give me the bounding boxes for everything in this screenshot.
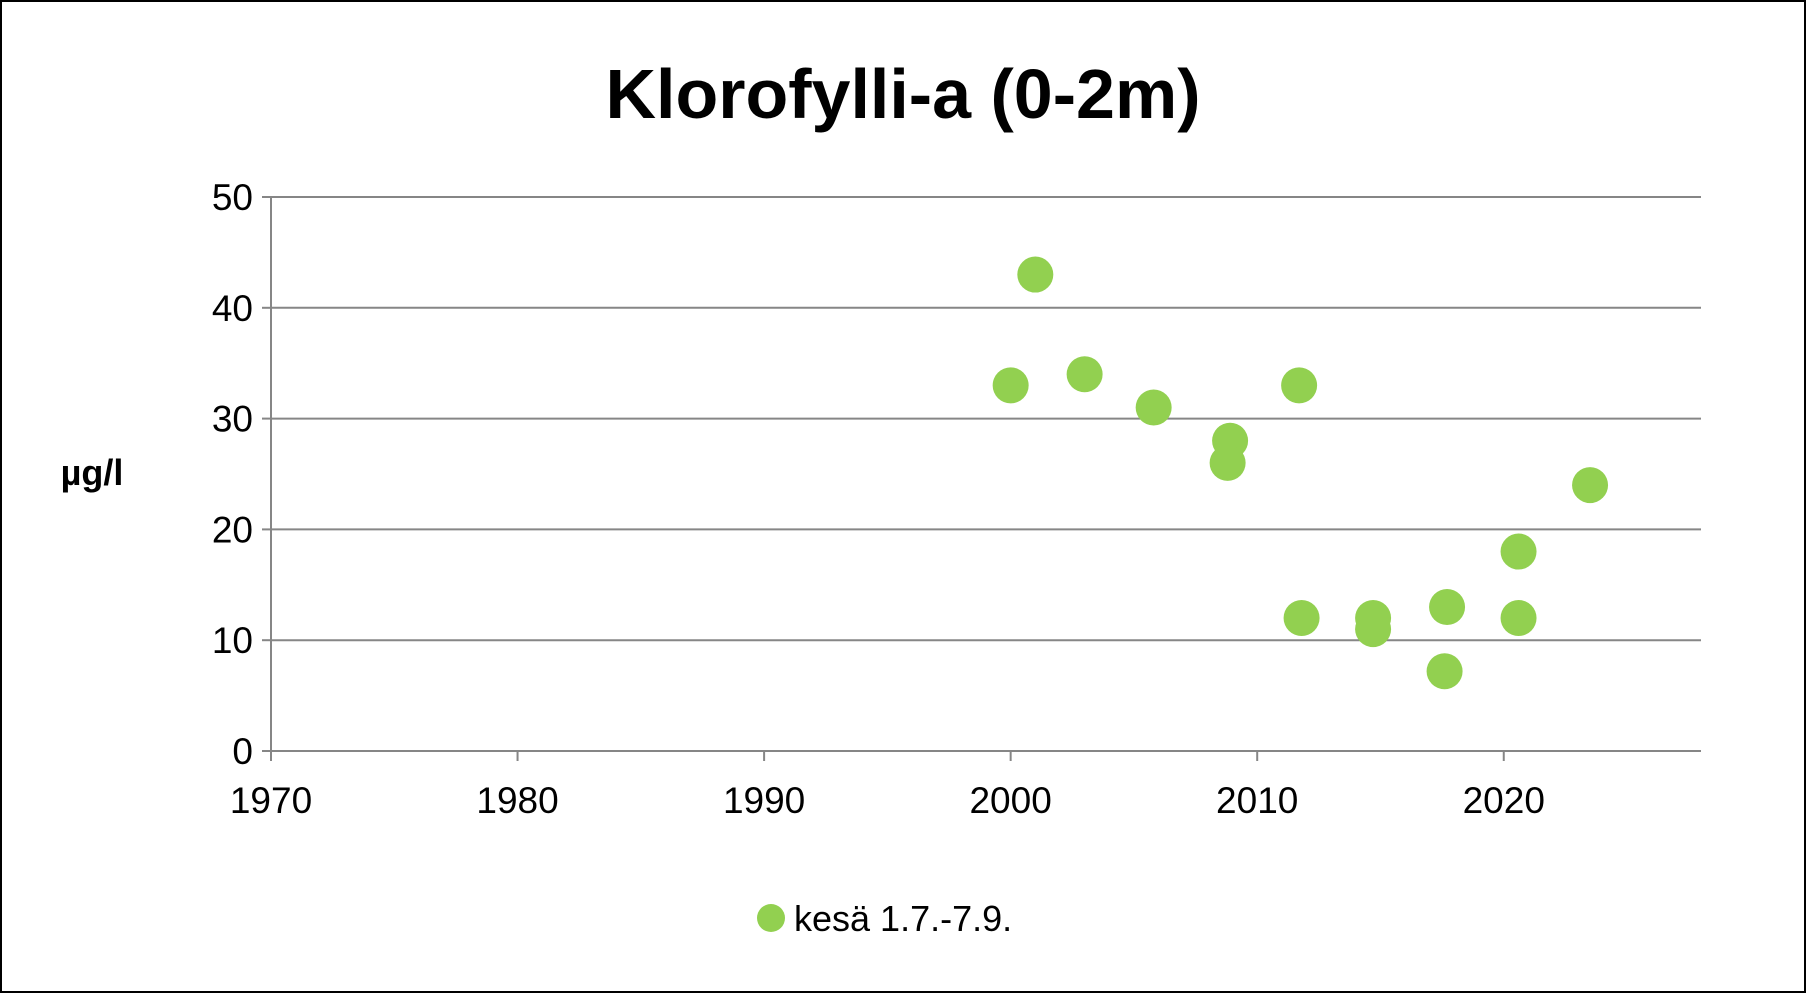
data-point [992,367,1029,404]
x-tick-label: 2010 [1216,780,1298,821]
data-points [992,256,1609,690]
data-point [1135,389,1172,426]
legend-label: kesä 1.7.-7.9. [794,898,1012,939]
data-point [1066,356,1103,393]
chart-title: Klorofylli-a (0-2m) [605,55,1200,133]
data-point [1426,653,1463,690]
data-point [1281,367,1318,404]
x-tick-label: 2000 [969,780,1051,821]
data-point [1572,467,1609,504]
axes: 0 10 20 30 40 50 1970 1980 1990 2000 2010 2020 [212,177,1701,821]
y-axis-label: µg/l [61,452,124,493]
y-tick-label: 40 [212,288,253,329]
y-tick-label: 0 [232,731,253,772]
y-tick-label: 20 [212,509,253,550]
y-tick-label: 30 [212,399,253,440]
data-point [1283,600,1320,637]
x-tick-label: 1990 [723,780,805,821]
data-point [1209,444,1246,481]
x-tick-label: 2020 [1463,780,1545,821]
data-point [1500,533,1537,570]
legend: kesä 1.7.-7.9. [757,898,1012,939]
data-point [1500,600,1537,637]
x-tick-label: 1970 [230,780,312,821]
x-tick-label: 1980 [476,780,558,821]
y-tick-label: 10 [212,620,253,661]
data-point [1429,588,1466,625]
data-point [1017,256,1054,293]
data-point [1355,611,1392,648]
legend-marker [757,904,785,932]
y-tick-label: 50 [212,177,253,218]
grid [271,196,1701,642]
